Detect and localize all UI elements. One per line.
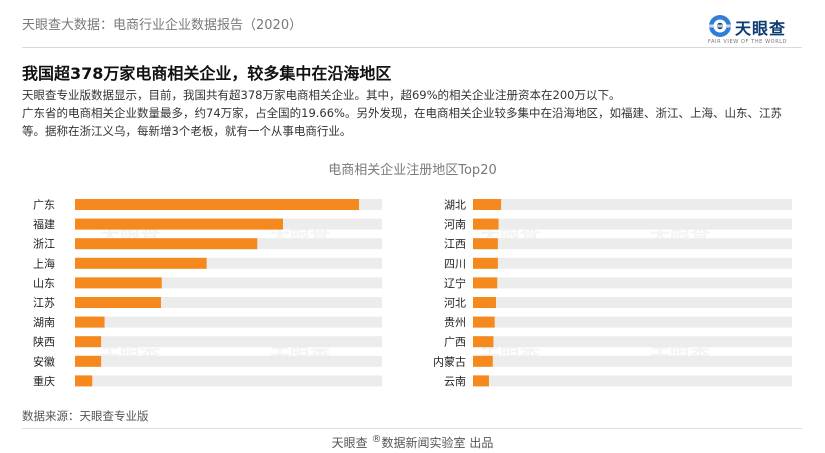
bar-track: [75, 316, 382, 328]
bar-track: [473, 199, 792, 210]
bar-河南: [473, 218, 499, 230]
bar-山东: [75, 277, 162, 289]
summary-paragraph-2: 广东省的电商相关企业数量最多，约74万家，占全国的19.66%。另外发现，在电商…: [22, 106, 782, 138]
bar-track: [473, 277, 792, 289]
bar-江西: [473, 238, 498, 250]
bar-江苏: [75, 297, 161, 308]
category-label: 江西: [444, 238, 466, 251]
data-source: 数据来源：天眼查专业版: [22, 409, 149, 423]
bar-四川: [473, 257, 498, 269]
footer-brand: 天眼查: [331, 436, 368, 450]
bar-湖南: [75, 316, 105, 328]
footer-divider: [22, 428, 802, 429]
category-label: 辽宁: [444, 276, 466, 290]
bar-track: [75, 297, 382, 308]
category-label: 湖北: [444, 199, 466, 212]
footer: 天眼查 ®数据新闻实验室 出品: [0, 434, 825, 451]
bar-track: [75, 355, 382, 367]
bar-track: [473, 336, 792, 348]
bar-广东: [75, 199, 359, 210]
category-label: 内蒙古: [433, 354, 466, 368]
chart-title: 电商相关企业注册地区Top20: [328, 163, 497, 178]
tianyancha-logo: 天眼查 FAIR VIEW OF THE WORLD: [708, 14, 808, 48]
bar-track: [75, 277, 382, 289]
footer-text: 数据新闻实验室 出品: [381, 436, 494, 450]
category-label: 河南: [444, 218, 466, 231]
bar-track: [473, 257, 792, 269]
category-label: 四川: [444, 257, 466, 270]
category-label: 贵州: [444, 316, 466, 329]
logo-name: 天眼查: [735, 19, 787, 38]
bar-安徽: [75, 355, 102, 367]
bar-湖北: [473, 199, 502, 210]
headline: 我国超378万家电商相关企业，较多集中在沿海地区: [22, 64, 392, 83]
bar-track: [75, 257, 382, 269]
summary-paragraph-1: 天眼查专业版数据显示，目前，我国共有超378万家电商相关企业。其中，超69%的相…: [22, 88, 621, 102]
category-label: 江苏: [33, 297, 55, 310]
bar-track: [473, 316, 792, 328]
category-label: 云南: [444, 375, 466, 388]
summary-text: 天眼查专业版数据显示，目前，我国共有超378万家电商相关企业。其中，超69%的相…: [22, 86, 782, 140]
bar-辽宁: [473, 277, 498, 289]
bar-云南: [473, 375, 489, 387]
header-divider: [22, 47, 802, 48]
category-label: 河北: [444, 297, 466, 310]
report-title: 天眼查大数据：电商行业企业数据报告（2020）: [22, 18, 303, 33]
bar-上海: [75, 257, 207, 269]
bar-福建: [75, 218, 283, 230]
bar-河北: [473, 297, 496, 308]
bar-贵州: [473, 316, 495, 328]
registered-mark: ®: [371, 434, 382, 445]
bar-track: [473, 297, 792, 308]
bar-陕西: [75, 336, 102, 348]
logo-icon: [708, 15, 732, 37]
category-label: 浙江: [33, 238, 55, 251]
category-label: 山东: [33, 277, 55, 290]
bar-track: [473, 238, 792, 250]
bar-track: [473, 218, 792, 230]
category-label: 福建: [33, 217, 55, 231]
bar-内蒙古: [473, 355, 493, 367]
bar-track: [75, 375, 382, 387]
logo-tagline: FAIR VIEW OF THE WORLD: [708, 39, 788, 45]
category-label: 陕西: [33, 335, 55, 349]
bar-广西: [473, 336, 494, 348]
category-label: 上海: [33, 256, 55, 270]
bar-track: [75, 336, 382, 348]
category-label: 重庆: [33, 374, 55, 388]
category-label: 安徽: [33, 354, 55, 368]
bar-track: [473, 355, 792, 367]
category-label: 广西: [444, 336, 466, 349]
bar-重庆: [75, 375, 93, 387]
bar-浙江: [75, 238, 258, 250]
category-label: 广东: [33, 199, 55, 212]
category-label: 湖南: [33, 316, 55, 329]
bar-track: [473, 375, 792, 387]
